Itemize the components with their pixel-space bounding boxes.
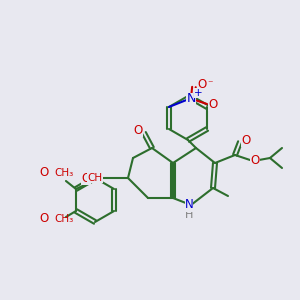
Text: N: N — [184, 199, 194, 212]
Text: O: O — [39, 212, 49, 226]
Text: N: N — [186, 92, 196, 106]
Text: H: H — [185, 210, 193, 220]
Text: CH₃: CH₃ — [54, 168, 73, 178]
Text: O: O — [39, 167, 49, 179]
Text: +: + — [194, 88, 202, 98]
Text: O: O — [81, 172, 91, 184]
Text: ⁻: ⁻ — [207, 79, 213, 89]
Text: CH: CH — [87, 173, 103, 183]
Text: CH₃: CH₃ — [54, 214, 73, 224]
Text: O: O — [197, 77, 207, 91]
Text: O: O — [250, 154, 260, 166]
Text: O: O — [242, 134, 250, 146]
Text: O: O — [134, 124, 142, 136]
Text: O: O — [208, 98, 218, 110]
